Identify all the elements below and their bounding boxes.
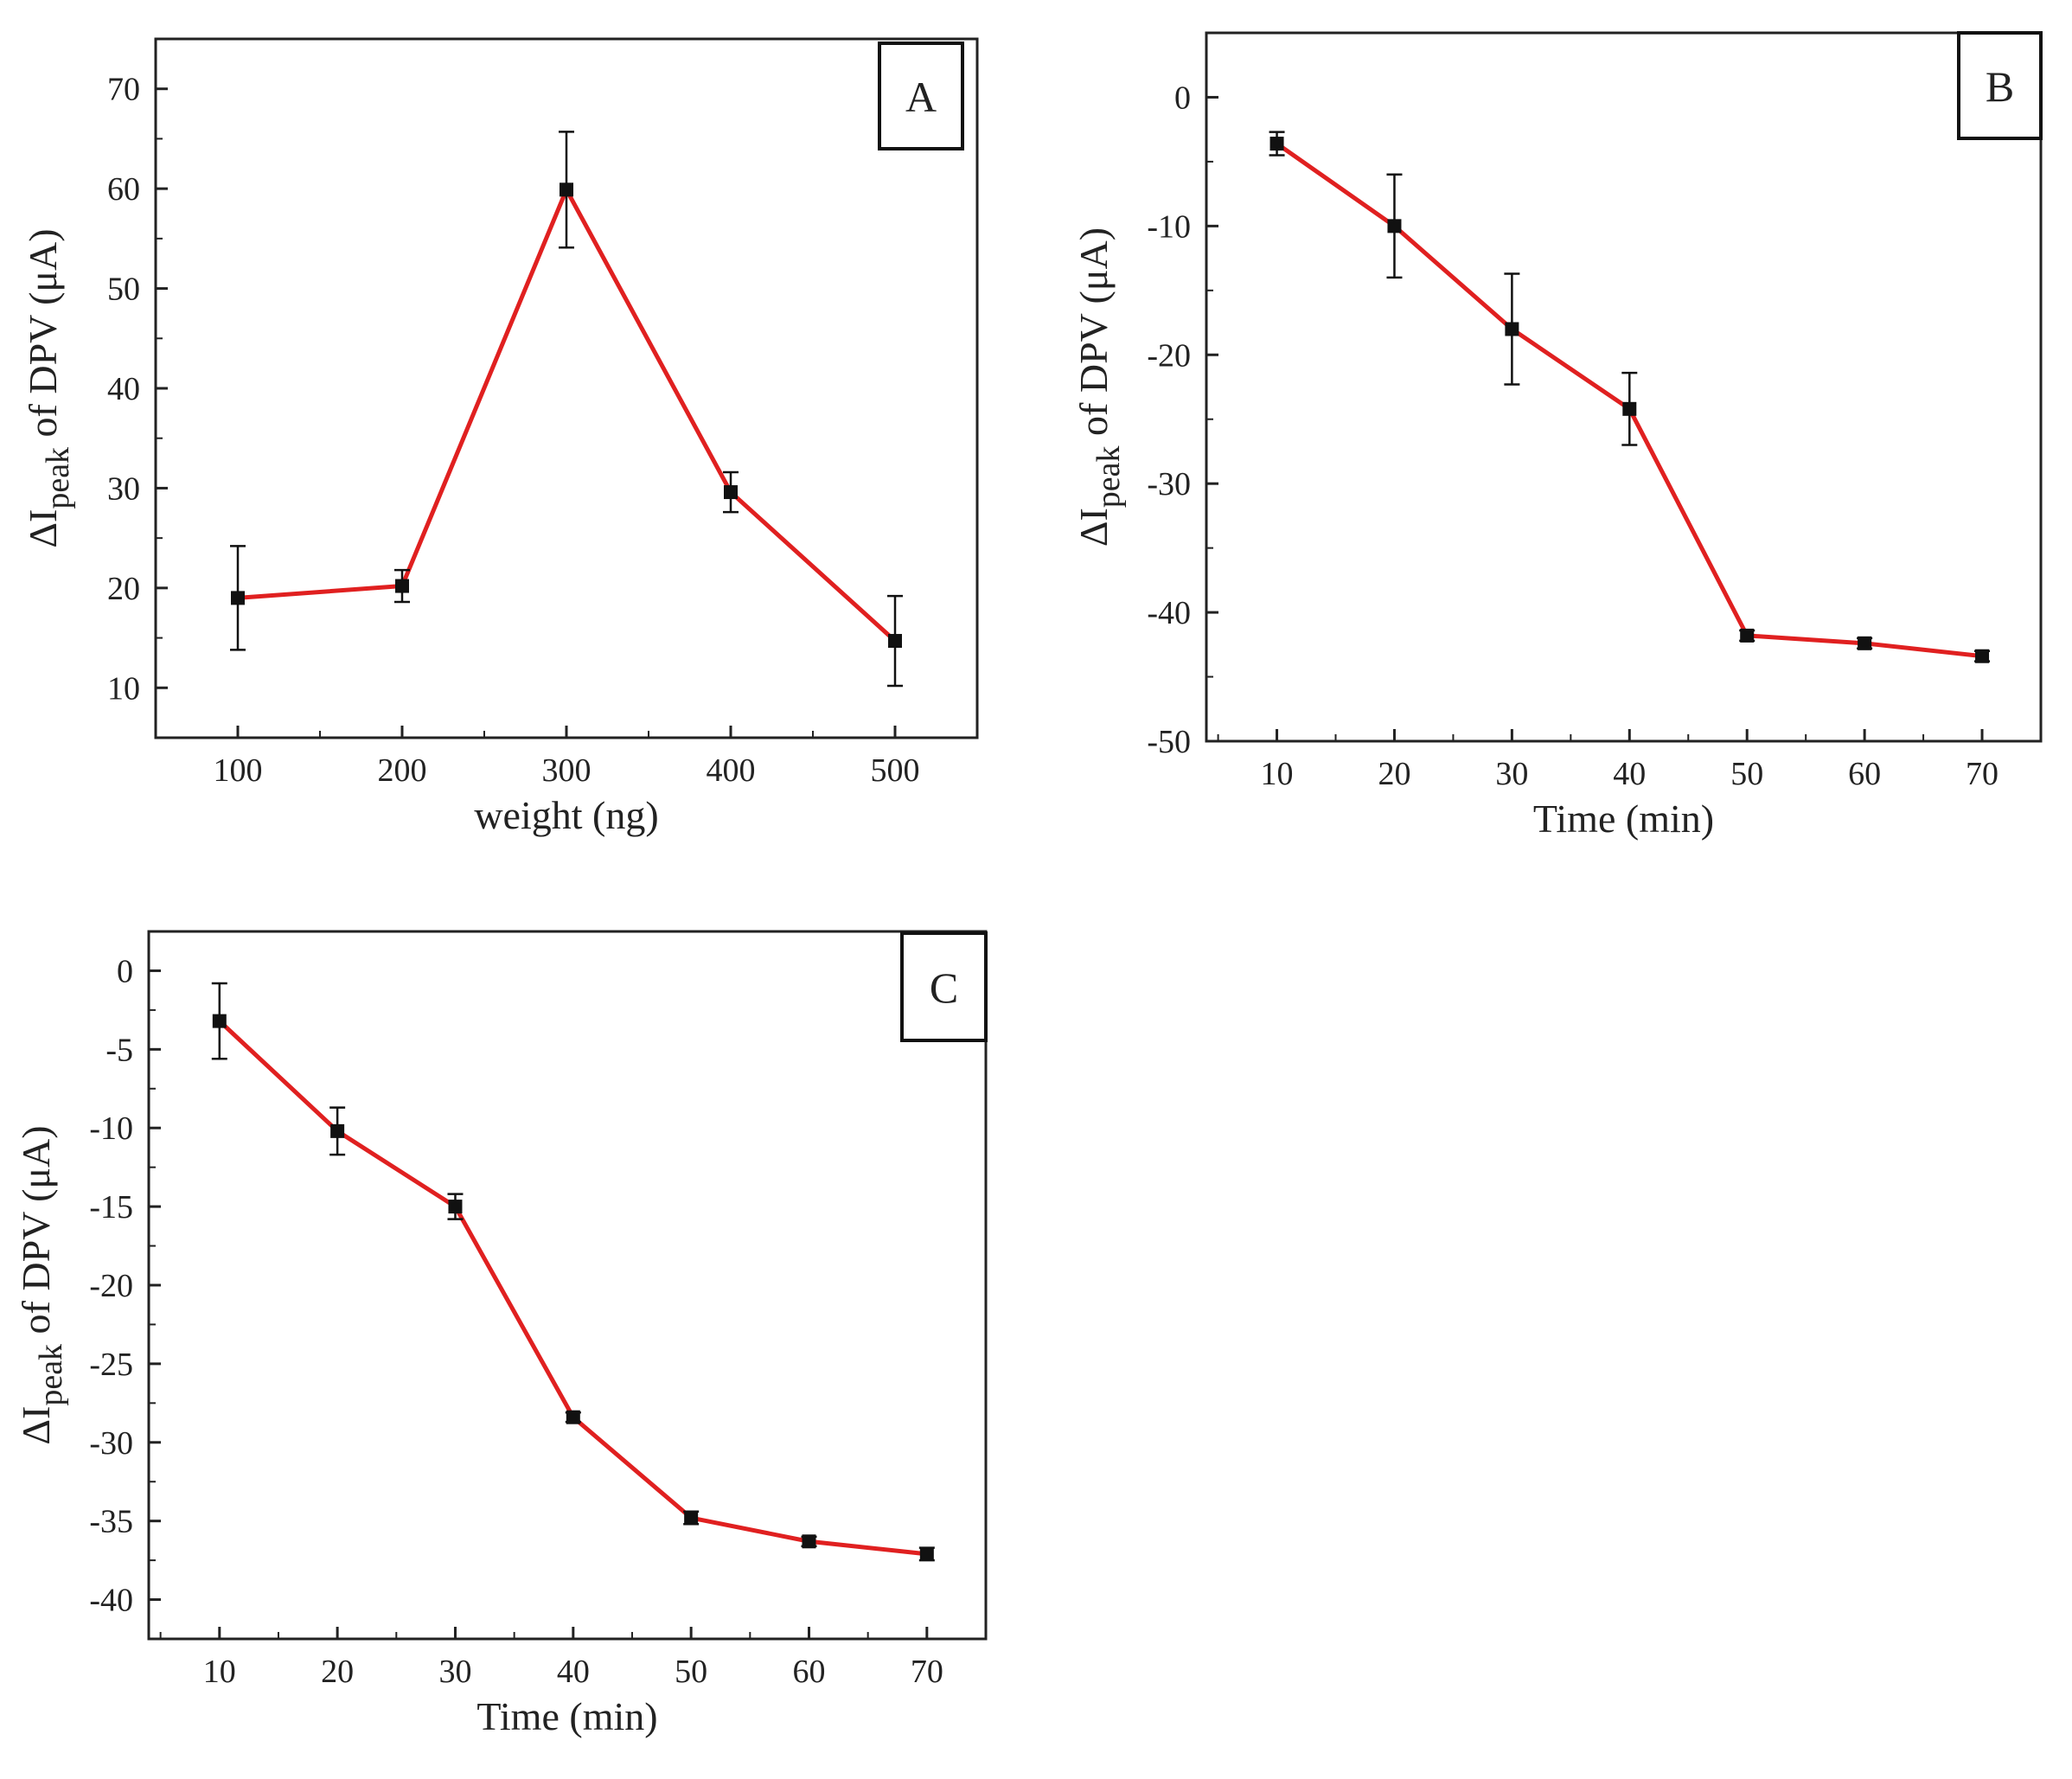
y-label-main: ΔI	[1071, 508, 1116, 547]
data-point	[330, 1123, 345, 1138]
x-tick-label: 400	[707, 752, 756, 789]
x-tick-label: 40	[557, 1654, 590, 1690]
panel-label: C	[930, 963, 958, 1012]
data-point	[1505, 322, 1519, 336]
data-point	[1622, 401, 1637, 416]
x-tick-label: 50	[675, 1654, 707, 1690]
x-tick-label: 20	[321, 1654, 354, 1690]
y-tick-label: 60	[107, 171, 140, 208]
data-point	[724, 485, 738, 500]
y-tick-label: -5	[106, 1032, 133, 1068]
chart-panel-b: 10 20 30 40 50 60 70 0 -10 -20 -30 -40 -50 Time (min)…	[1071, 31, 2043, 841]
y-label-rest: of DPV (μA)	[1071, 227, 1116, 446]
series-line	[218, 1019, 928, 1557]
x-tick-label: 60	[1848, 756, 1881, 792]
panel-label: B	[1986, 62, 2014, 111]
x-tick-label: 70	[1966, 756, 1998, 792]
x-tick-label: 40	[1613, 756, 1646, 792]
y-tick-label: -40	[89, 1583, 133, 1619]
plot-frame	[147, 930, 988, 1641]
panel-label-box	[878, 42, 964, 150]
data-point	[231, 591, 245, 605]
data-point	[566, 1410, 580, 1424]
data-point	[802, 1534, 816, 1549]
y-label-rest: of DPV (μA)	[14, 1125, 58, 1344]
chart-panel-c: 10 20 30 40 50 60 70 0 -5 -10 -15 -20 -25 -30 -35 -40 Ti…	[14, 930, 988, 1738]
y-tick-label: -10	[1147, 208, 1191, 245]
y-label-rest: of DPV (μA)	[21, 228, 65, 447]
y-axis-label: ΔIpeak of DPV (μA)	[1071, 227, 1127, 547]
data-point	[212, 1014, 227, 1028]
y-tick-label: -30	[89, 1425, 133, 1462]
data-point	[888, 634, 902, 649]
y-axis-label: ΔIpeak of DPV (μA)	[14, 1125, 69, 1444]
x-tick-label: 30	[1495, 756, 1528, 792]
y-tick-label: 70	[107, 72, 140, 108]
x-tick-label: 50	[1730, 756, 1763, 792]
x-tick-label: 70	[911, 1654, 943, 1690]
y-tick-label: -10	[89, 1110, 133, 1147]
x-tick-label: 30	[438, 1654, 471, 1690]
data-point	[1975, 649, 1990, 663]
y-tick-label: 50	[107, 272, 140, 308]
y-tick-label: 30	[107, 470, 140, 507]
x-tick-label: 60	[792, 1654, 825, 1690]
x-tick-label: 300	[542, 752, 592, 789]
y-tick-label: 0	[1174, 80, 1191, 116]
y-label-main: ΔI	[21, 509, 65, 548]
x-tick-label: 10	[1261, 756, 1294, 792]
y-label-main: ΔI	[14, 1406, 58, 1445]
y-tick-label: -15	[89, 1189, 133, 1225]
x-tick-label: 500	[871, 752, 920, 789]
x-tick-label: 200	[378, 752, 427, 789]
chart-panel-a: 100 200 300 400 500 10 20 30 40 50 60 70 weight (ng)…	[21, 37, 979, 837]
data-point	[1858, 636, 1872, 650]
y-tick-label: 20	[107, 571, 140, 607]
x-tick-label: 20	[1378, 756, 1410, 792]
x-axis-label: Time (min)	[476, 1694, 657, 1738]
panel-label-box	[900, 931, 988, 1042]
panel-label: A	[905, 73, 937, 121]
y-tick-label: -25	[89, 1347, 133, 1383]
data-point	[1269, 137, 1284, 151]
y-label-subscript: peak	[33, 1344, 69, 1406]
y-tick-label: -50	[1147, 724, 1191, 760]
y-tick-label: -35	[89, 1504, 133, 1540]
data-point	[1387, 219, 1402, 234]
x-axis-label: Time (min)	[1533, 797, 1714, 841]
y-tick-label: -20	[89, 1268, 133, 1304]
y-tick-label: -40	[1147, 595, 1191, 631]
y-axis-label: ΔIpeak of DPV (μA)	[21, 228, 76, 547]
panel-label-box	[1957, 31, 2043, 140]
y-tick-label: 0	[117, 953, 133, 989]
plot-frame	[1205, 31, 2043, 743]
x-axis-label: weight (ng)	[474, 793, 658, 837]
y-tick-label: -30	[1147, 466, 1191, 502]
y-label-subscript: peak	[40, 447, 76, 509]
data-point	[395, 579, 409, 593]
data-point	[919, 1546, 934, 1561]
y-tick-label: 40	[107, 371, 140, 407]
x-tick-label: 10	[203, 1654, 236, 1690]
series-line	[237, 187, 897, 643]
x-tick-label: 100	[214, 752, 263, 789]
data-point	[684, 1511, 699, 1526]
y-tick-label: 10	[107, 670, 140, 707]
data-point	[560, 182, 573, 197]
y-label-subscript: peak	[1090, 445, 1127, 508]
data-point	[448, 1200, 463, 1214]
y-tick-label: -20	[1147, 337, 1191, 374]
data-point	[1740, 628, 1755, 643]
